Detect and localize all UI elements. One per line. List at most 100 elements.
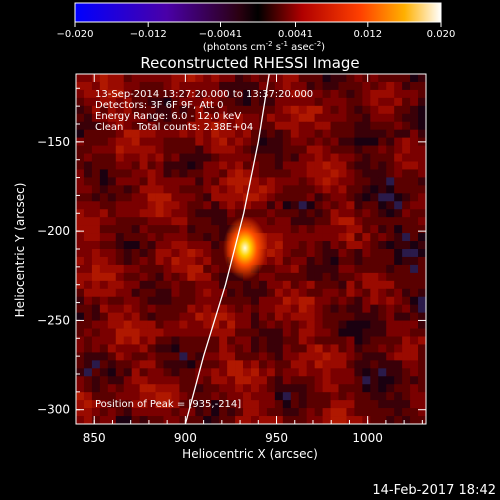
heatmap-cell <box>378 113 387 123</box>
heatmap-cell <box>322 352 331 361</box>
heatmap-cell <box>378 400 387 409</box>
heatmap-cell <box>131 169 140 178</box>
heatmap-cell <box>131 153 140 162</box>
heatmap-cell <box>131 249 140 258</box>
info-time-range: 13-Sep-2014 13:27:20.000 to 13:37:20.000 <box>95 89 313 100</box>
heatmap-cell <box>123 161 132 170</box>
heatmap-cell <box>115 272 125 282</box>
heatmap-cell <box>83 113 93 123</box>
heatmap-cell <box>370 185 379 194</box>
heatmap-cell <box>155 416 164 424</box>
heatmap-cell <box>314 376 323 385</box>
heatmap-cell <box>123 185 132 194</box>
heatmap-cell <box>282 328 292 337</box>
heatmap-cell <box>155 233 164 242</box>
heatmap-cell <box>163 177 172 186</box>
heatmap-cell <box>163 137 172 146</box>
heatmap-cell <box>394 320 403 329</box>
heatmap-cell <box>330 145 339 154</box>
heatmap-cell <box>243 416 252 424</box>
heatmap-cell <box>251 169 260 178</box>
heatmap-cell <box>258 113 268 123</box>
heatmap-cell <box>306 177 315 186</box>
heatmap-cell <box>179 264 188 274</box>
heatmap-cell <box>115 320 125 329</box>
heatmap-cell <box>394 153 403 162</box>
heatmap-cell <box>83 304 93 313</box>
heatmap-cell <box>83 320 93 329</box>
heatmap-cell <box>76 376 85 385</box>
heatmap-cell <box>290 97 300 107</box>
heatmap-cell <box>131 241 140 250</box>
heatmap-cell <box>290 249 300 258</box>
heatmap-cell <box>107 392 117 401</box>
heatmap-cell <box>290 153 300 162</box>
heatmap-cell <box>155 376 164 385</box>
heatmap-cell <box>235 304 244 313</box>
heatmap-cell <box>203 129 212 138</box>
heatmap-cell <box>346 328 355 337</box>
heatmap-cell <box>243 113 252 123</box>
heatmap-cell <box>362 392 371 401</box>
heatmap-cell <box>362 272 371 282</box>
heatmap-cell <box>155 352 164 361</box>
heatmap-cell <box>298 121 307 130</box>
heatmap-cell <box>330 360 339 369</box>
heatmap-cell <box>91 360 101 369</box>
heatmap-cell <box>243 384 252 393</box>
heatmap-cell <box>386 169 395 178</box>
heatmap-cell <box>99 233 109 242</box>
heatmap-cell <box>187 352 196 361</box>
heatmap-cell <box>306 352 315 361</box>
heatmap-cell <box>107 368 117 377</box>
heatmap-cell <box>203 153 212 162</box>
heatmap-cell <box>187 376 196 385</box>
heatmap-cell <box>139 169 148 178</box>
heatmap-cell <box>394 145 403 154</box>
heatmap-cell <box>243 201 252 210</box>
heatmap-cell <box>394 384 403 393</box>
heatmap-cell <box>314 264 323 274</box>
heatmap-cell <box>410 392 419 401</box>
heatmap-cell <box>378 161 387 170</box>
heatmap-cell <box>322 264 331 274</box>
heatmap-cell <box>147 137 156 146</box>
heatmap-cell <box>195 105 204 115</box>
heatmap-cell <box>155 74 164 83</box>
heatmap-cell <box>211 121 220 130</box>
heatmap-cell <box>370 256 379 266</box>
heatmap-cell <box>195 352 204 361</box>
heatmap-cell <box>115 225 125 234</box>
heatmap-cell <box>330 241 339 250</box>
heatmap-cell <box>147 74 156 83</box>
heatmap-cell <box>338 233 347 242</box>
heatmap-cell <box>362 288 371 298</box>
heatmap-cell <box>378 408 387 417</box>
heatmap-cell <box>235 89 244 99</box>
colorbar-tick-label: 0.020 <box>427 29 456 40</box>
heatmap-cell <box>171 97 180 107</box>
heatmap-cell <box>298 153 307 162</box>
heatmap-cell <box>219 272 228 282</box>
heatmap-cell <box>274 217 284 226</box>
x-tick-label: 1000 <box>352 431 383 445</box>
heatmap-cell <box>235 209 244 218</box>
heatmap-cell <box>251 161 260 170</box>
heatmap-cell <box>131 392 140 401</box>
heatmap-cell <box>219 105 228 115</box>
heatmap-cell <box>274 304 284 313</box>
heatmap-cell <box>418 336 426 345</box>
heatmap-cell <box>298 177 307 186</box>
heatmap-cell <box>346 280 355 290</box>
heatmap-cell <box>298 328 307 337</box>
heatmap-cell <box>83 225 93 234</box>
heatmap-cell <box>354 408 363 417</box>
heatmap-cell <box>76 416 85 424</box>
heatmap-cell <box>251 121 260 130</box>
heatmap-cell <box>115 368 125 377</box>
heatmap-cell <box>322 113 331 123</box>
heatmap-cell <box>282 400 292 409</box>
heatmap-cell <box>418 384 426 393</box>
heatmap-cell <box>378 81 387 91</box>
heatmap-cell <box>418 121 426 130</box>
